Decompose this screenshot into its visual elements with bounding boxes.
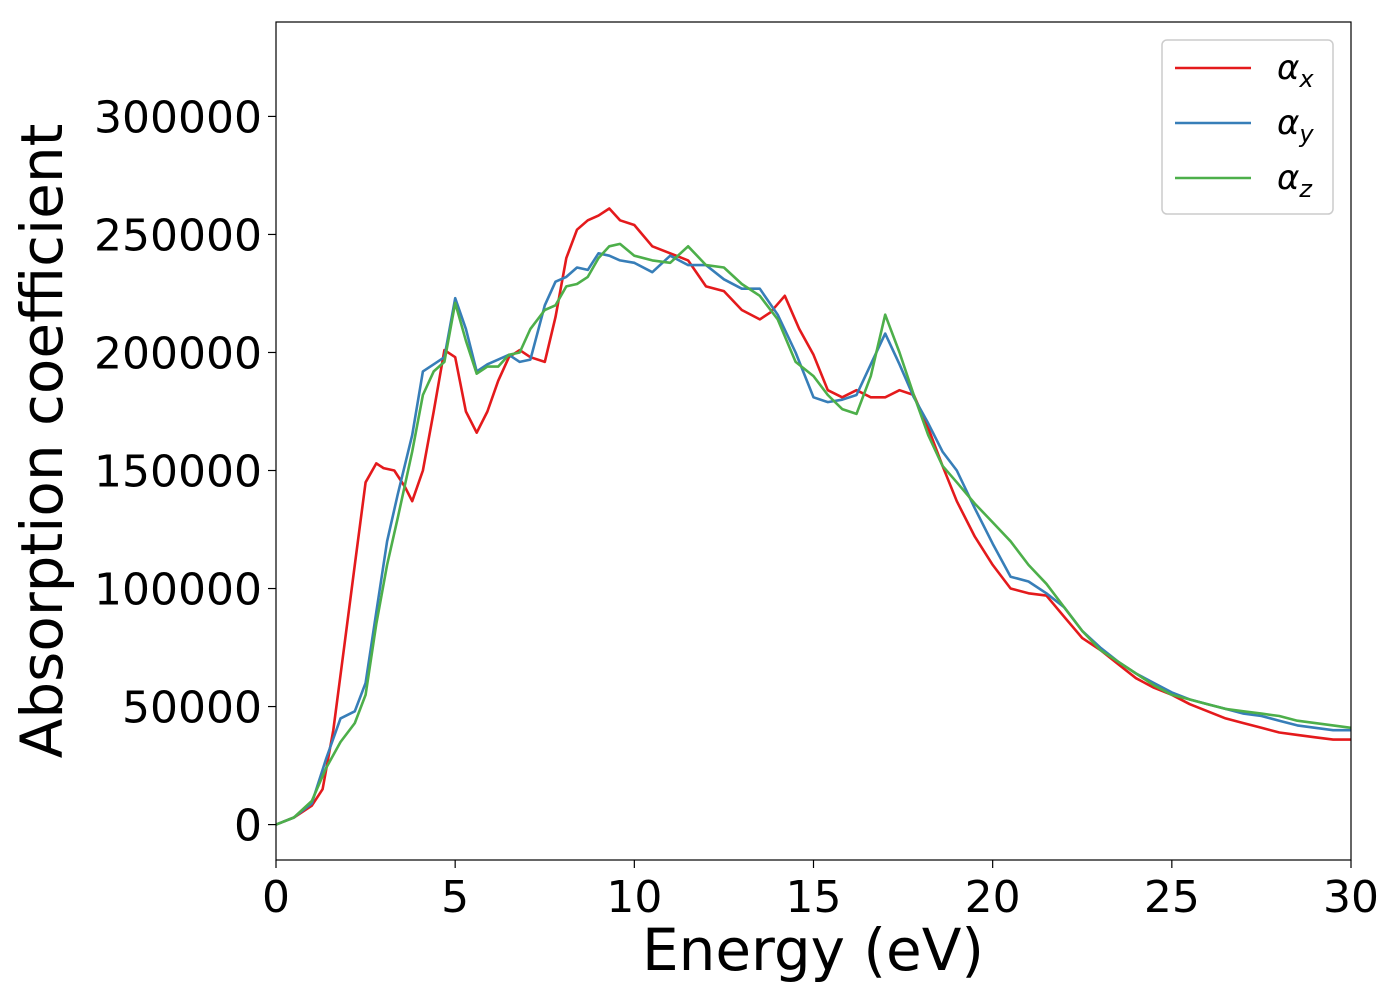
x-tick-label: 30 xyxy=(1323,872,1379,923)
y-tick-label: 0 xyxy=(234,801,262,852)
legend: αx αy αz xyxy=(1161,39,1334,215)
y-tick-label: 150000 xyxy=(94,447,262,498)
x-tick-label: 20 xyxy=(965,872,1021,923)
x-axis-title: Energy (eV) xyxy=(642,916,984,984)
legend-label-z: αz xyxy=(1277,158,1313,203)
x-tick-label: 10 xyxy=(606,872,662,923)
y-tick-label: 100000 xyxy=(94,565,262,616)
legend-label-y: αy xyxy=(1277,103,1314,148)
series-line-z xyxy=(276,242,1351,826)
y-axis-title: Absorption coefficient xyxy=(8,124,76,759)
y-tick-label: 50000 xyxy=(122,683,262,734)
legend-frame xyxy=(1161,39,1334,215)
series-line-x xyxy=(276,207,1351,826)
y-tick-label: 300000 xyxy=(94,92,262,143)
legend-label-x: αx xyxy=(1277,48,1314,93)
x-tick-label: 5 xyxy=(441,872,469,923)
y-tick-label: 250000 xyxy=(94,210,262,261)
x-tick-label: 25 xyxy=(1144,872,1200,923)
x-tick-label: 15 xyxy=(786,872,842,923)
y-tick-label: 200000 xyxy=(94,328,262,379)
x-tick-label: 0 xyxy=(262,872,290,923)
